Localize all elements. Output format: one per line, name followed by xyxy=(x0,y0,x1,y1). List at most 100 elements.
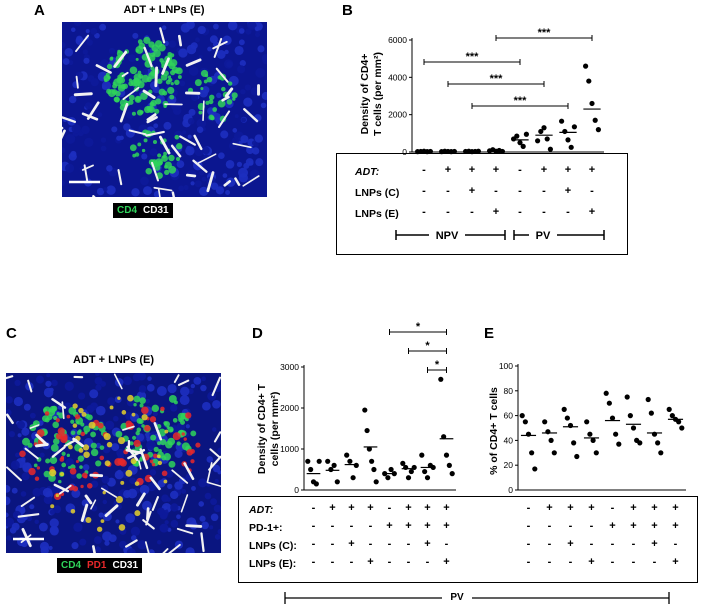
data-point xyxy=(522,419,528,425)
cell-signal xyxy=(181,432,186,436)
nucleus-blob xyxy=(21,427,30,436)
nucleus-blob xyxy=(139,484,150,495)
nucleus-blob xyxy=(238,28,245,34)
table-cell: - xyxy=(566,206,570,218)
table-cell: - xyxy=(568,556,573,568)
nucleus-blob xyxy=(81,125,90,135)
nucleus-blob xyxy=(14,379,21,386)
nucleus-blob xyxy=(20,457,26,462)
cell-signal xyxy=(43,470,51,478)
cell-signal xyxy=(183,437,187,441)
cell-signal xyxy=(139,397,146,404)
nucleus-blob xyxy=(78,392,86,400)
vessel-signal xyxy=(62,129,66,140)
nucleus-blob xyxy=(114,470,124,480)
nucleus-blob xyxy=(227,22,238,31)
cell-signal xyxy=(168,154,175,162)
nucleus-blob xyxy=(97,112,103,118)
data-point xyxy=(584,419,590,425)
table-cell: + xyxy=(651,538,658,550)
vessel-signal xyxy=(126,445,139,461)
cell-signal xyxy=(166,425,170,430)
nucleus-blob xyxy=(132,32,139,39)
vessel-signal xyxy=(146,507,150,521)
vessel-signal xyxy=(215,67,229,83)
cell-signal xyxy=(150,52,156,58)
panel-letter-a: A xyxy=(34,2,45,19)
cell-signal xyxy=(47,408,56,417)
cell-signal xyxy=(72,423,78,428)
chart-b: 0 2000 4000 6000 *** *** *** *** xyxy=(388,28,604,157)
table-cell: + xyxy=(367,502,374,514)
nucleus-blob xyxy=(178,185,185,192)
nucleus-blob xyxy=(152,411,158,417)
cell-signal xyxy=(165,440,173,449)
table-cell: - xyxy=(631,538,636,550)
nucleus-blob xyxy=(101,484,109,492)
cell-signal xyxy=(33,463,38,468)
nucleus-blob xyxy=(180,23,191,33)
chart-e: 0 20 40 60 80 100 xyxy=(499,361,686,495)
cell-signal xyxy=(77,455,85,462)
nucleus-blob xyxy=(73,522,83,532)
cell-signal xyxy=(115,496,124,504)
vessel-signal xyxy=(53,483,70,493)
cell-signal xyxy=(120,480,125,485)
y-tick-label: 2000 xyxy=(280,403,299,413)
nucleus-blob xyxy=(225,160,235,169)
cell-signal xyxy=(133,403,137,407)
nucleus-blob xyxy=(201,176,207,182)
cell-signal xyxy=(112,83,118,89)
nucleus-blob xyxy=(187,134,192,139)
cell-signal xyxy=(50,443,59,452)
nucleus-blob xyxy=(16,420,26,429)
nucleus-blob xyxy=(210,498,217,506)
nucleus-blob xyxy=(79,538,87,546)
cell-signal xyxy=(190,459,195,464)
nucleus-blob xyxy=(232,128,238,133)
nucleus-blob xyxy=(234,45,244,56)
cell-signal xyxy=(132,153,137,158)
nucleus-blob xyxy=(43,495,53,505)
nucleus-blob xyxy=(197,25,206,35)
vessel-signal xyxy=(146,113,157,122)
cell-signal xyxy=(144,425,151,432)
vessel-signal xyxy=(63,438,78,448)
cell-signal xyxy=(231,92,238,99)
cell-signal xyxy=(221,86,226,92)
vessel-signal xyxy=(35,433,49,447)
cell-signal xyxy=(181,442,190,451)
nucleus-blob xyxy=(125,513,136,523)
cell-signal xyxy=(208,99,214,105)
nucleus-blob xyxy=(240,135,249,144)
cell-signal xyxy=(55,493,60,498)
cell-signal xyxy=(158,88,166,96)
cell-signal xyxy=(52,421,60,429)
nucleus-blob xyxy=(252,147,260,155)
nucleus-blob xyxy=(64,47,74,57)
vessel-signal xyxy=(209,448,221,459)
data-point xyxy=(666,406,672,412)
table-cell: - xyxy=(422,164,426,176)
data-point xyxy=(587,431,593,437)
table-de-group-pv: PV xyxy=(442,592,472,603)
cell-signal xyxy=(168,460,176,468)
table-cell: - xyxy=(425,556,430,568)
cell-signal xyxy=(153,453,158,459)
vessel-signal xyxy=(89,473,104,478)
nucleus-blob xyxy=(147,384,155,392)
nucleus-blob xyxy=(29,504,35,510)
nucleus-blob xyxy=(190,383,196,389)
data-point xyxy=(369,458,375,464)
nucleus-blob xyxy=(102,531,112,542)
data-point xyxy=(353,462,359,468)
nucleus-blob xyxy=(241,117,247,123)
nucleus-blob xyxy=(104,540,110,546)
cell-signal xyxy=(61,451,66,456)
vessel-signal xyxy=(234,177,241,186)
nucleus-blob xyxy=(186,145,192,151)
cell-signal xyxy=(44,411,50,416)
vessel-signal xyxy=(136,492,146,507)
panel-letter-d: D xyxy=(252,325,263,342)
cell-signal xyxy=(137,70,142,75)
